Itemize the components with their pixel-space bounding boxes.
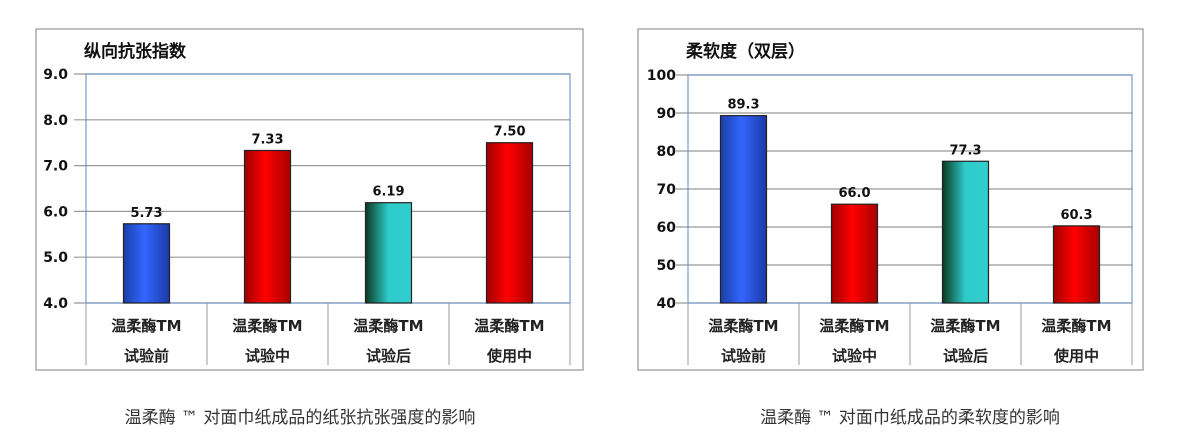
caption-right: 温柔酶 ™ 对面巾纸成品的柔软度的影响 xyxy=(760,408,1060,428)
y-tick-label: 9.0 xyxy=(43,67,68,83)
y-tick-label: 80 xyxy=(657,144,677,160)
x-tick-label-line2: 试验后 xyxy=(943,347,988,365)
data-label: 7.33 xyxy=(251,132,283,147)
x-tick-label-line1: 温柔酶TM xyxy=(1041,317,1111,335)
x-tick-label-line2: 试验中 xyxy=(245,347,290,365)
x-tick-label-line1: 温柔酶TM xyxy=(474,317,544,335)
data-label: 66.0 xyxy=(838,186,870,201)
x-tick-label-line1: 温柔酶TM xyxy=(819,317,889,335)
y-tick-label: 50 xyxy=(657,258,677,274)
bar xyxy=(1052,225,1101,304)
data-label: 7.50 xyxy=(493,125,525,140)
y-tick-label: 4.0 xyxy=(43,296,68,312)
x-tick-label-line1: 温柔酶TM xyxy=(930,317,1000,335)
chart-title: 纵向抗张指数 xyxy=(84,41,187,62)
bar xyxy=(719,115,768,304)
data-label: 77.3 xyxy=(949,143,981,158)
data-label: 6.19 xyxy=(372,185,404,200)
y-tick-label: 70 xyxy=(657,182,677,198)
bar xyxy=(941,160,990,304)
x-tick-label-line2: 试验前 xyxy=(721,347,766,365)
bar xyxy=(243,149,292,304)
y-tick-label: 8.0 xyxy=(43,113,68,129)
x-tick-label-line2: 试验中 xyxy=(832,347,877,365)
bar xyxy=(122,223,171,304)
data-label: 60.3 xyxy=(1060,208,1092,223)
y-tick-label: 6.0 xyxy=(43,204,68,220)
y-tick-label: 60 xyxy=(657,220,677,236)
y-tick-label: 40 xyxy=(657,296,677,312)
x-tick-label-line1: 温柔酶TM xyxy=(232,317,302,335)
chart-title: 柔软度（双层） xyxy=(686,41,805,62)
bar xyxy=(485,142,534,304)
y-tick-label: 5.0 xyxy=(43,250,68,266)
data-label: 89.3 xyxy=(727,98,759,113)
caption-left: 温柔酶 ™ 对面巾纸成品的纸张抗张强度的影响 xyxy=(124,408,476,428)
x-tick-label-line2: 试验后 xyxy=(366,347,411,365)
y-tick-label: 90 xyxy=(657,106,677,122)
x-tick-label-line1: 温柔酶TM xyxy=(111,317,181,335)
y-tick-label: 100 xyxy=(647,68,676,84)
bar xyxy=(364,202,413,304)
x-tick-label-line2: 使用中 xyxy=(1053,347,1099,365)
bar xyxy=(830,203,879,304)
x-tick-label-line1: 温柔酶TM xyxy=(353,317,423,335)
x-tick-label-line2: 使用中 xyxy=(486,347,532,365)
data-label: 5.73 xyxy=(130,206,162,221)
y-tick-label: 7.0 xyxy=(43,159,68,175)
x-tick-label-line2: 试验前 xyxy=(124,347,169,365)
x-tick-label-line1: 温柔酶TM xyxy=(708,317,778,335)
